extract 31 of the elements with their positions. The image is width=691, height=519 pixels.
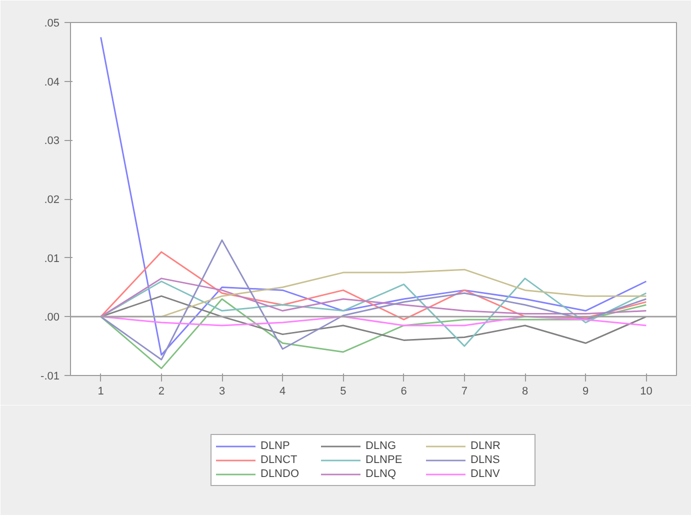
x-tick-label: 2: [158, 386, 164, 398]
legend-label: DLNP: [260, 439, 291, 453]
legend-label: DLNQ: [366, 467, 398, 481]
y-tick-label: -.01: [40, 370, 60, 382]
x-tick-label: 10: [640, 386, 652, 398]
legend-label: DLNCT: [260, 453, 298, 467]
x-tick-label: 4: [280, 386, 286, 398]
legend-label: DLNPE: [366, 453, 404, 467]
y-tick-label: .03: [44, 135, 60, 148]
line-series: [100, 251, 647, 320]
legend-label: DLNS: [470, 453, 501, 467]
x-tick-label: 6: [400, 386, 407, 398]
x-tick-label: 1: [98, 386, 104, 398]
line-series: [100, 278, 647, 318]
x-tick-label: 3: [218, 386, 226, 398]
legend-label: DLNR: [470, 439, 502, 453]
line-series: [100, 239, 647, 360]
x-tick-label: 9: [582, 386, 589, 398]
y-tick-label: .05: [44, 18, 60, 30]
x-tick-label: 5: [340, 386, 346, 398]
y-tick-label: .02: [44, 194, 60, 206]
y-tick-label: .00: [44, 312, 60, 324]
legend-label: DLNG: [366, 439, 398, 453]
x-tick-label: 8: [522, 386, 528, 398]
line-series: [100, 36, 647, 356]
legend-label: DLNDO: [260, 467, 300, 481]
legend-label: DLNV: [470, 467, 501, 481]
x-tick-label: 7: [461, 386, 468, 398]
line-series: [100, 298, 647, 370]
y-tick-label: .04: [44, 76, 60, 88]
y-tick-label: .01: [44, 252, 60, 265]
